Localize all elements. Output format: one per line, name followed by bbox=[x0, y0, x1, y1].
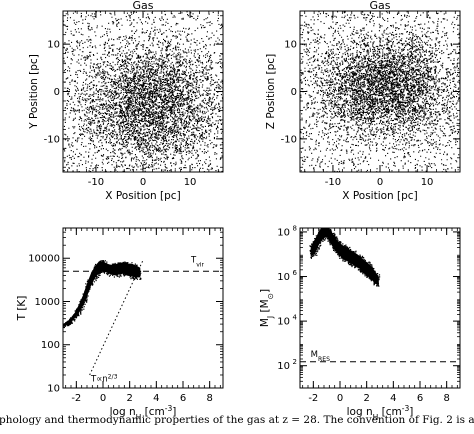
caption-text: rphology and thermodynamic properties of… bbox=[0, 414, 474, 426]
x-tick-label: 0 bbox=[337, 393, 343, 404]
label-segment: ⊙ bbox=[266, 293, 275, 299]
x-tick-label: 6 bbox=[180, 393, 186, 404]
gas-xy-title: Gas bbox=[133, 0, 154, 12]
temperature-density-plot-area bbox=[63, 260, 223, 376]
x-tick-label: -10 bbox=[325, 177, 341, 188]
label-segment: H bbox=[136, 413, 142, 422]
y-tick-label: 10 bbox=[277, 227, 290, 238]
x-tick-label: 8 bbox=[206, 393, 212, 404]
x-tick-label: -2 bbox=[308, 393, 318, 404]
y-tick-label: 0 bbox=[291, 87, 297, 98]
gas-xy-plot-area bbox=[63, 11, 223, 172]
x-tick-label: 0 bbox=[140, 177, 146, 188]
reference-line-label-0: Tvir bbox=[190, 255, 205, 268]
y-tick-label: 10 bbox=[47, 384, 60, 395]
label-segment: log n bbox=[110, 406, 136, 418]
label-segment: vir bbox=[196, 261, 204, 268]
x-tick-label: 2 bbox=[126, 393, 132, 404]
label-segment: X Position [pc] bbox=[105, 190, 180, 202]
y-tick-label: -10 bbox=[44, 134, 60, 145]
jeans-mass-density-x-axis-label: log nH [cm-3] bbox=[347, 404, 414, 422]
label-segment: -3 bbox=[402, 404, 410, 413]
label-segment: Y Position [pc] bbox=[28, 54, 40, 130]
particle-scatter-series-0 bbox=[309, 228, 381, 287]
label-segment: T∝n bbox=[90, 375, 108, 385]
y-tick-label: 10 bbox=[284, 40, 297, 51]
label-segment: 2/3 bbox=[108, 373, 118, 380]
label-segment: [cm bbox=[378, 406, 401, 418]
gas-xz-frame bbox=[299, 10, 461, 173]
label-segment: X Position [pc] bbox=[342, 190, 417, 202]
temperature-density-frame bbox=[62, 227, 224, 389]
label-segment: M bbox=[311, 350, 318, 360]
gas-xz-plot-area bbox=[300, 11, 460, 172]
x-tick-label: 10 bbox=[184, 177, 197, 188]
y-tick-label: 10 bbox=[277, 272, 290, 283]
y-tick-label: 10 bbox=[277, 361, 290, 372]
jeans-mass-density-frame bbox=[299, 227, 461, 389]
y-tick-label: 100 bbox=[41, 340, 60, 351]
x-tick-label: 4 bbox=[153, 393, 159, 404]
label-segment: J bbox=[266, 316, 275, 319]
y-tick-label: 10 bbox=[277, 317, 290, 328]
label-segment: ] bbox=[259, 289, 271, 293]
y-tick-exponent: 4 bbox=[293, 314, 298, 322]
reference-line-1 bbox=[89, 260, 144, 376]
label-segment: M bbox=[259, 318, 271, 327]
gas-xy-x-axis-label: X Position [pc] bbox=[105, 190, 180, 202]
label-segment: ] bbox=[172, 406, 176, 418]
label-segment: -3 bbox=[165, 404, 173, 413]
y-tick-label: 1000 bbox=[35, 297, 60, 308]
temperature-density-y-axis-label: T [K] bbox=[16, 296, 28, 322]
label-segment: RES bbox=[318, 355, 330, 362]
particle-scatter-series-0 bbox=[63, 260, 142, 329]
y-tick-exponent: 6 bbox=[293, 269, 298, 277]
label-segment: [cm bbox=[141, 406, 164, 418]
x-tick-label: 0 bbox=[100, 393, 106, 404]
label-segment: T [K] bbox=[16, 296, 28, 322]
y-tick-exponent: 8 bbox=[293, 224, 297, 232]
reference-line-label-1: T∝n2/3 bbox=[90, 373, 118, 385]
y-tick-label: -10 bbox=[281, 134, 297, 145]
x-tick-label: 8 bbox=[443, 393, 449, 404]
temperature-density-chart: Tvir T∝n2/3 -2 0 2 4 6 8 10 100 1000 10000 log nH [c… bbox=[16, 227, 224, 422]
reference-line-label-0: MRES bbox=[311, 350, 330, 363]
label-segment: Z Position [pc] bbox=[265, 54, 277, 129]
gas-xz-x-axis-label: X Position [pc] bbox=[342, 190, 417, 202]
y-tick-exponent: 2 bbox=[293, 358, 297, 366]
jeans-mass-density-y-axis-label: MJ [M⊙] bbox=[259, 289, 275, 327]
label-segment: ] bbox=[409, 406, 413, 418]
y-tick-label: 0 bbox=[54, 87, 60, 98]
x-tick-label: -2 bbox=[71, 393, 81, 404]
x-tick-label: 4 bbox=[390, 393, 396, 404]
gas-particles-series-0 bbox=[63, 11, 223, 172]
x-tick-label: 0 bbox=[377, 177, 383, 188]
label-segment: [M bbox=[259, 299, 271, 316]
gas-particles-series-0 bbox=[300, 11, 460, 172]
label-segment: log n bbox=[347, 406, 373, 418]
gas-xz-y-axis-label: Z Position [pc] bbox=[265, 54, 277, 129]
gas-xy-chart: -10 0 10 -10 0 10 Gas X Position [pc] Y Position… bbox=[28, 0, 224, 202]
x-tick-label: 6 bbox=[417, 393, 423, 404]
label-segment: H bbox=[373, 413, 379, 422]
x-tick-label: -10 bbox=[88, 177, 104, 188]
gas-xy-y-axis-label: Y Position [pc] bbox=[28, 54, 40, 130]
y-tick-label: 10000 bbox=[28, 254, 60, 265]
y-tick-label: 10 bbox=[47, 40, 60, 51]
label-segment: T bbox=[190, 255, 197, 265]
gas-xz-chart: -10 0 10 -10 0 10 Gas X Position [pc] Z Position… bbox=[265, 0, 461, 202]
gas-xz-title: Gas bbox=[370, 0, 391, 12]
jeans-mass-density-plot-area bbox=[300, 228, 460, 363]
x-tick-label: 10 bbox=[421, 177, 434, 188]
figure-caption: rphology and thermodynamic properties of… bbox=[0, 412, 474, 434]
x-tick-label: 2 bbox=[363, 393, 369, 404]
temperature-density-x-axis-label: log nH [cm-3] bbox=[110, 404, 177, 422]
